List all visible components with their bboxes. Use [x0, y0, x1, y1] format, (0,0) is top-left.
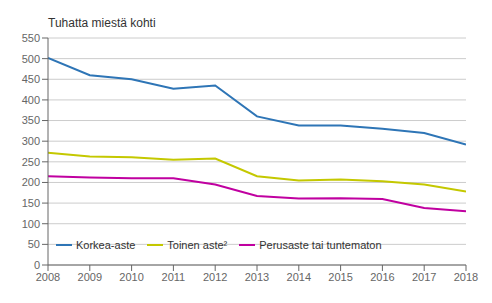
svg-text:2008: 2008	[36, 271, 60, 283]
svg-text:350: 350	[22, 114, 40, 126]
html-text:Korkea-aste: Korkea-aste	[76, 239, 136, 251]
svg-text:400: 400	[22, 94, 40, 106]
svg-text:0: 0	[34, 259, 40, 271]
svg-text:150: 150	[22, 197, 40, 209]
svg-text:2015: 2015	[328, 271, 352, 283]
svg-text:2011: 2011	[162, 271, 186, 283]
svg-text:2010: 2010	[119, 271, 143, 283]
svg-text:450: 450	[22, 73, 40, 85]
svg-text:2012: 2012	[203, 271, 227, 283]
html-text:Tuhatta miestä kohti: Tuhatta miestä kohti	[48, 16, 156, 30]
svg-text:500: 500	[22, 53, 40, 65]
html-text:Perusaste tai tuntematon: Perusaste tai tuntematon	[259, 239, 382, 251]
html-text:Toinen aste²: Toinen aste²	[167, 239, 228, 251]
svg-text:2018: 2018	[454, 271, 478, 283]
svg-text:100: 100	[22, 218, 40, 230]
svg-text:2017: 2017	[412, 271, 436, 283]
svg-text:250: 250	[22, 156, 40, 168]
svg-text:300: 300	[22, 135, 40, 147]
svg-text:2009: 2009	[78, 271, 102, 283]
svg-text:2016: 2016	[370, 271, 394, 283]
svg-text:550: 550	[22, 32, 40, 44]
svg-text:50: 50	[28, 238, 40, 250]
svg-text:2013: 2013	[245, 271, 269, 283]
svg-text:200: 200	[22, 176, 40, 188]
svg-text:2014: 2014	[287, 271, 311, 283]
